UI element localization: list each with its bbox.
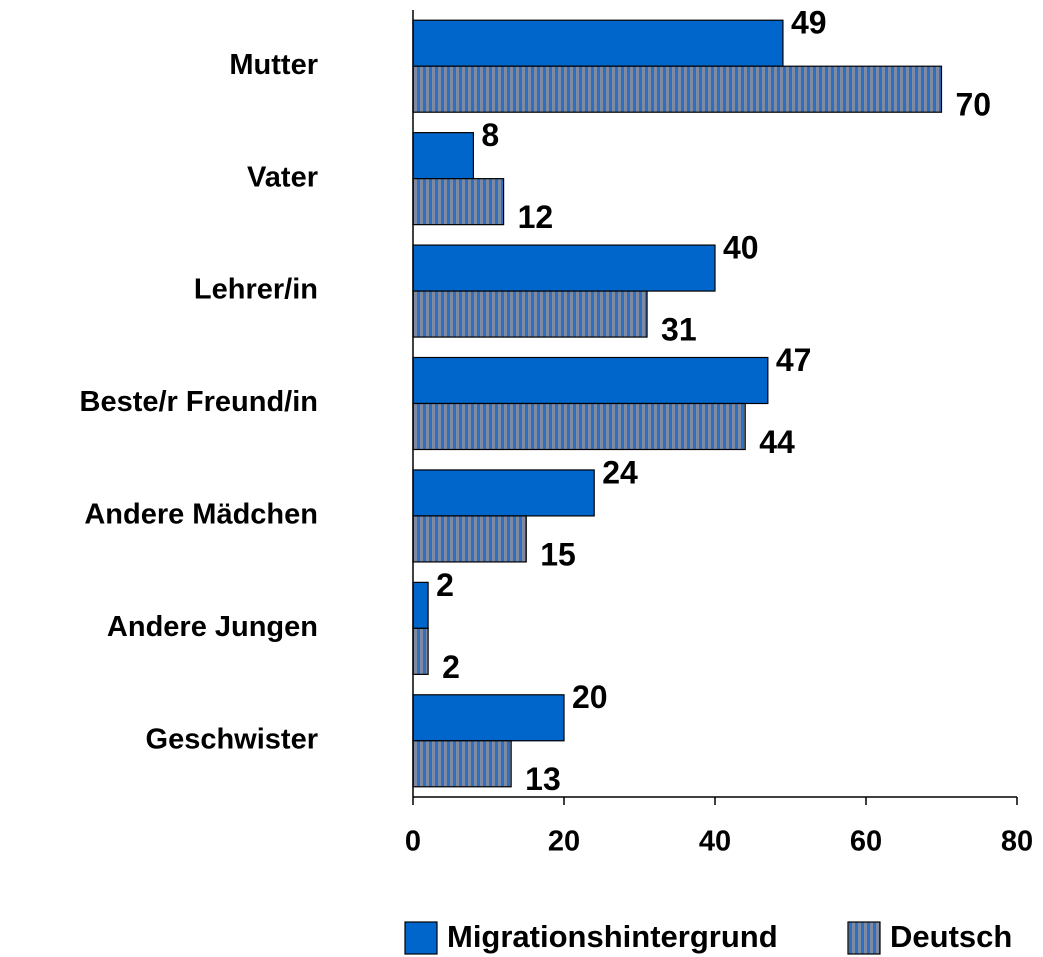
value-label: 13 — [525, 761, 561, 797]
bar — [412, 65, 943, 113]
value-label: 44 — [759, 424, 795, 460]
bar — [412, 515, 527, 563]
bar — [412, 627, 429, 675]
value-label: 8 — [481, 117, 499, 153]
value-label: 20 — [572, 679, 608, 715]
category-label: Beste/r Freund/in — [80, 386, 319, 418]
x-tick-label: 20 — [548, 826, 580, 858]
bar — [412, 244, 716, 292]
category-label: Geschwister — [146, 723, 318, 755]
legend-label: Migrationshintergrund — [447, 919, 778, 954]
value-label: 2 — [442, 649, 460, 685]
bar — [412, 694, 565, 742]
bar — [412, 581, 429, 629]
x-tick-label: 0 — [405, 826, 421, 858]
value-label: 49 — [791, 5, 827, 41]
x-tick-label: 80 — [1001, 826, 1033, 858]
value-label: 70 — [956, 87, 992, 123]
bar — [412, 469, 595, 517]
value-label: 31 — [661, 312, 697, 348]
value-label: 40 — [723, 230, 759, 266]
bar — [412, 740, 512, 788]
category-label: Lehrer/in — [194, 274, 318, 306]
bar — [412, 356, 769, 405]
category-label: Andere Jungen — [107, 611, 318, 643]
value-label: 24 — [602, 454, 638, 490]
bar — [412, 402, 746, 451]
legend-label: Deutsch — [890, 919, 1012, 954]
bar — [412, 290, 648, 338]
bar — [412, 132, 475, 180]
value-label: 12 — [518, 199, 554, 235]
category-label: Vater — [247, 161, 318, 193]
legend-swatch — [847, 921, 881, 955]
bar — [412, 178, 505, 226]
value-label: 47 — [776, 342, 812, 378]
bar — [412, 19, 784, 67]
category-label: Andere Mädchen — [84, 499, 318, 531]
legend-swatch — [404, 921, 438, 955]
category-label: Mutter — [229, 49, 318, 81]
x-tick-label: 60 — [850, 826, 882, 858]
value-label: 15 — [540, 536, 576, 572]
value-label: 2 — [436, 567, 454, 603]
x-tick-label: 40 — [699, 826, 731, 858]
